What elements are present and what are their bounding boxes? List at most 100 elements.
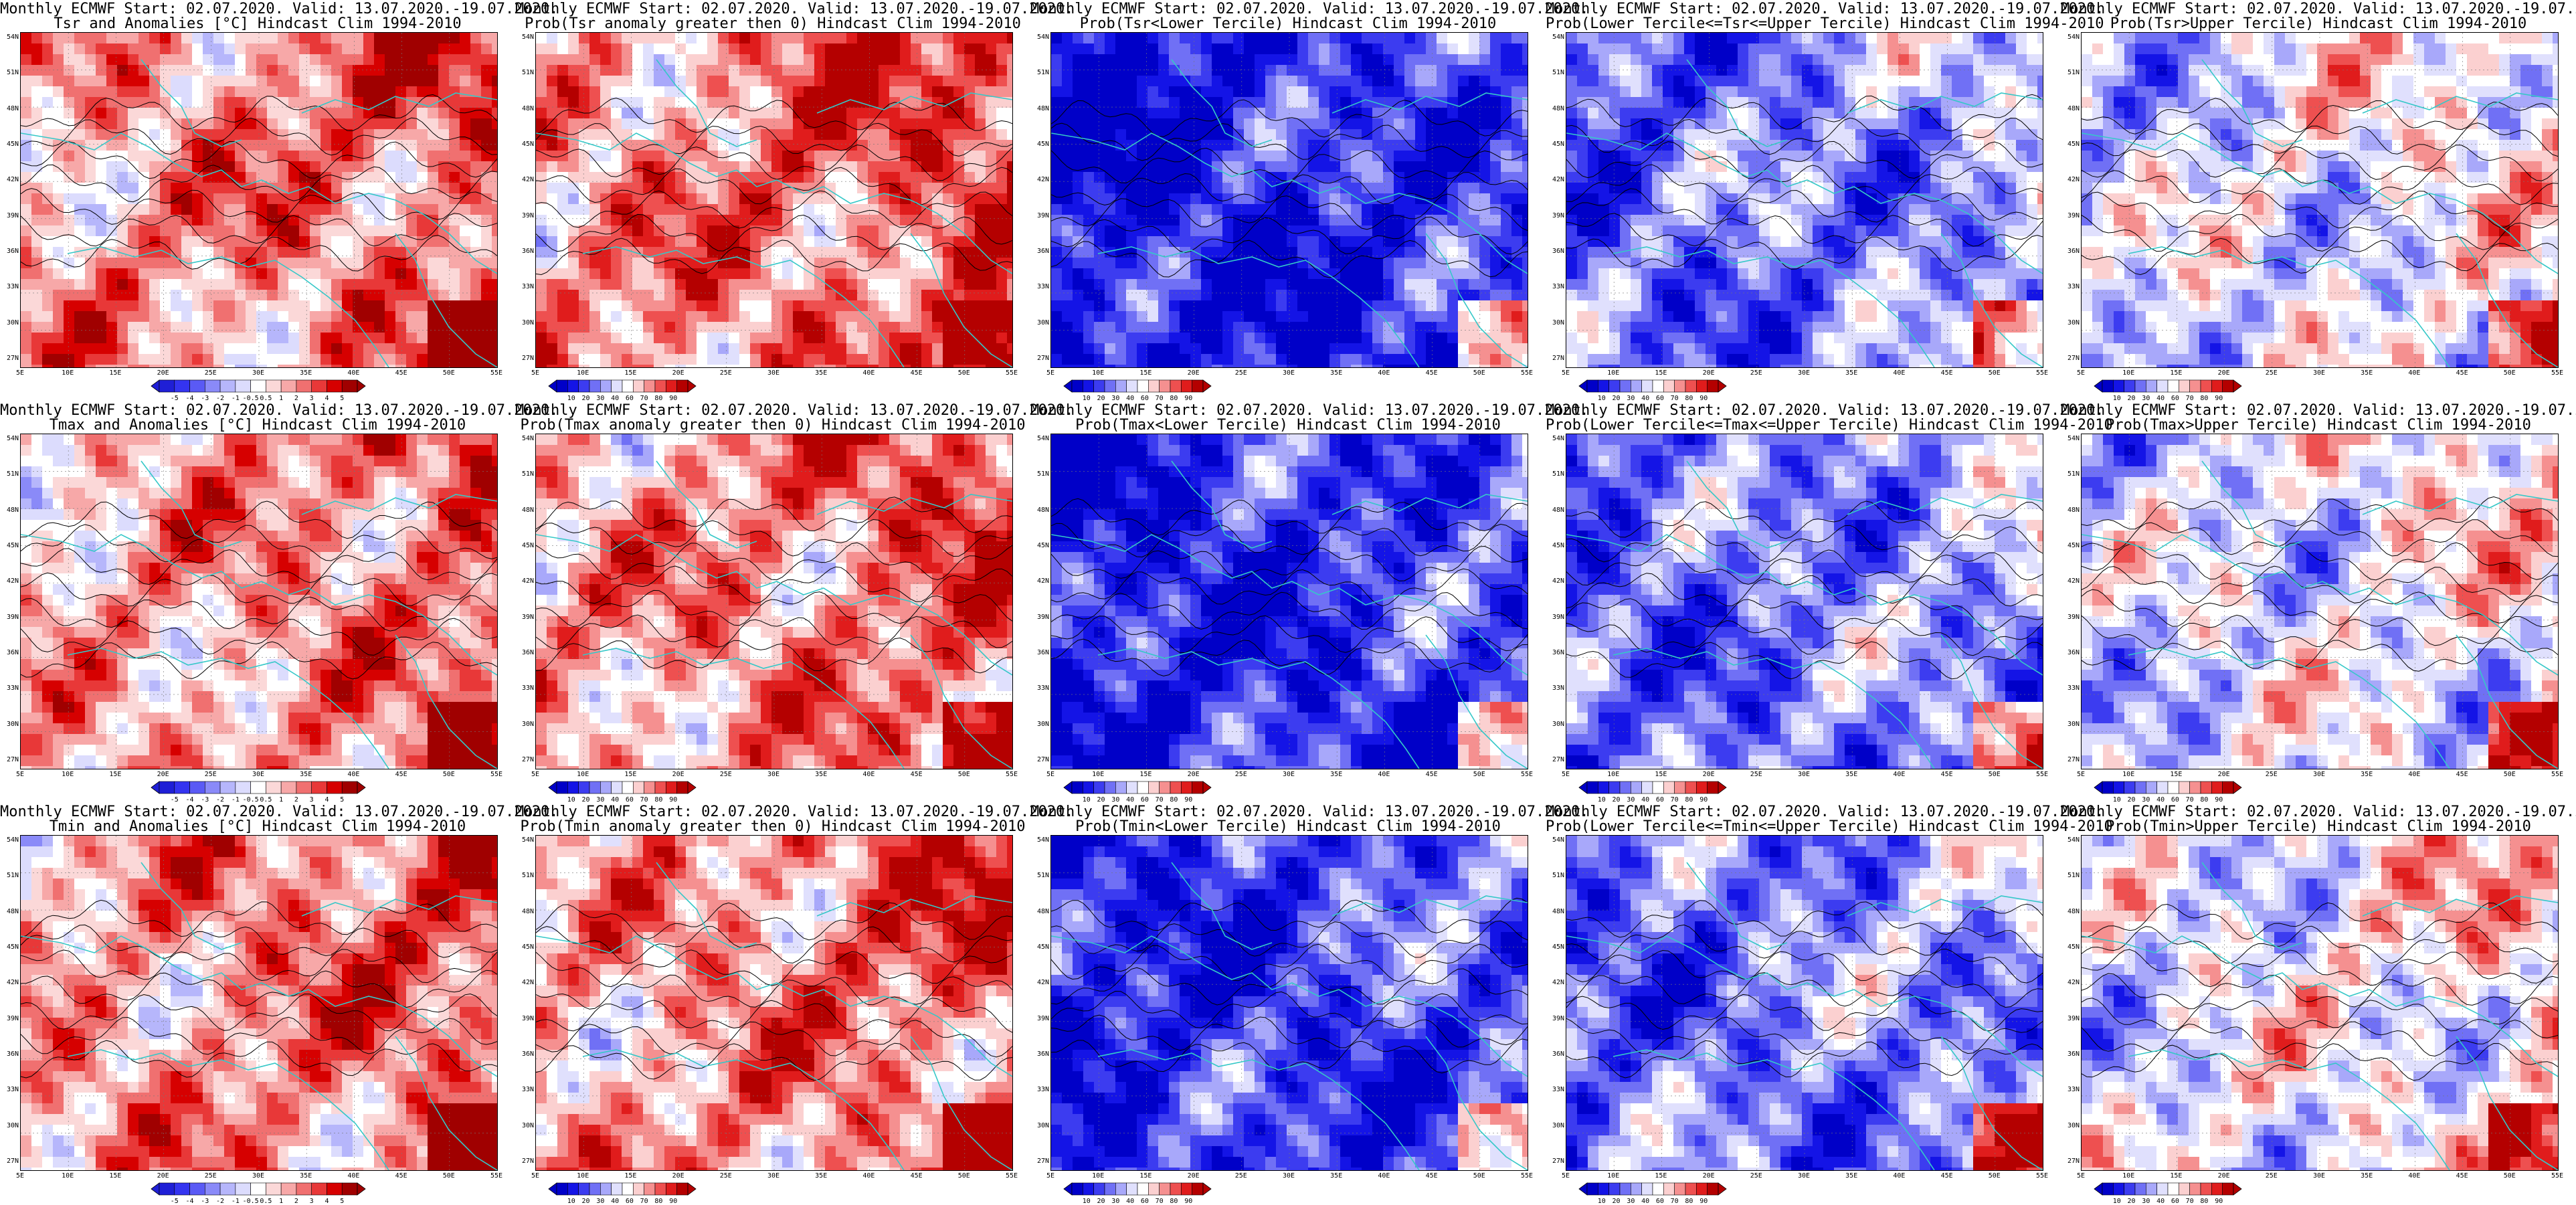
- field-cell: [686, 183, 697, 193]
- field-cell: [106, 311, 117, 322]
- field-cell: [932, 300, 943, 311]
- field-cell: [1522, 290, 1528, 300]
- field-cell: [846, 161, 857, 172]
- field-cell: [1115, 300, 1126, 311]
- field-cell: [1877, 76, 1888, 86]
- field-cell: [2037, 108, 2043, 118]
- field-cell: [106, 172, 117, 183]
- field-cell: [1222, 300, 1233, 311]
- field-cell: [246, 54, 256, 65]
- field-cell: [1511, 279, 1522, 290]
- field-cell: [1426, 290, 1437, 300]
- field-cell: [1620, 33, 1631, 43]
- field-cell: [395, 343, 406, 354]
- field-cell: [1984, 43, 1995, 54]
- field-cell: [96, 161, 106, 172]
- field-cell: [438, 86, 449, 97]
- field-cell: [160, 322, 171, 333]
- field-cell: [1394, 247, 1404, 258]
- field-cell: [192, 76, 203, 86]
- field-cell: [395, 76, 406, 86]
- field-cell: [1212, 333, 1222, 343]
- field-cell: [395, 322, 406, 333]
- field-cell: [374, 311, 385, 322]
- field-cell: [1501, 333, 1511, 343]
- field-cell: [986, 118, 996, 129]
- field-cell: [761, 151, 771, 161]
- field-cell: [278, 108, 288, 118]
- field-cell: [547, 193, 557, 204]
- field-cell: [664, 311, 675, 322]
- field-cell: [1930, 76, 1941, 86]
- field-cell: [171, 108, 181, 118]
- field-cell: [278, 43, 288, 54]
- field-cell: [782, 151, 793, 161]
- field-cell: [96, 172, 106, 183]
- field-cell: [761, 161, 771, 172]
- field-cell: [911, 225, 921, 236]
- field-cell: [632, 140, 643, 151]
- field-cell: [879, 215, 889, 225]
- field-cell: [1791, 97, 1802, 108]
- field-cell: [310, 343, 320, 354]
- field-cell: [1329, 300, 1340, 311]
- field-cell: [1212, 43, 1222, 54]
- field-cell: [128, 33, 139, 43]
- field-cell: [1791, 86, 1802, 97]
- field-cell: [1490, 354, 1501, 365]
- field-cell: [1158, 108, 1169, 118]
- field-cell: [438, 108, 449, 118]
- field-cell: [600, 354, 611, 365]
- field-cell: [986, 54, 996, 65]
- field-cell: [31, 290, 42, 300]
- field-cell: [964, 236, 975, 247]
- field-cell: [106, 268, 117, 279]
- field-cell: [1372, 290, 1383, 300]
- field-cell: [1255, 33, 1265, 43]
- field-cell: [374, 183, 385, 193]
- field-cell: [438, 204, 449, 215]
- field-cell: [1469, 300, 1479, 311]
- field-cell: [256, 215, 267, 225]
- field-cell: [1051, 183, 1062, 193]
- field-cell: [460, 354, 470, 365]
- field-cell: [278, 76, 288, 86]
- colorbar-swatch: [666, 380, 676, 392]
- field-cell: [1973, 118, 1984, 129]
- field-cell: [1941, 54, 1952, 65]
- field-cell: [149, 290, 160, 300]
- field-cell: [1469, 258, 1479, 268]
- field-cell: [664, 354, 675, 365]
- field-cell: [632, 300, 643, 311]
- field-cell: [1233, 97, 1244, 108]
- field-cell: [675, 311, 686, 322]
- field-cell: [1458, 322, 1469, 333]
- field-cell: [1222, 322, 1233, 333]
- field-cell: [664, 268, 675, 279]
- field-cell: [793, 311, 804, 322]
- field-cell: [171, 268, 181, 279]
- field-cell: [395, 268, 406, 279]
- field-cell: [460, 140, 470, 151]
- field-cell: [213, 311, 224, 322]
- longitude-label: 5E: [1556, 369, 1576, 377]
- field-cell: [1426, 161, 1437, 172]
- field-cell: [21, 76, 31, 86]
- field-cell: [996, 33, 1007, 43]
- field-cell: [1287, 86, 1297, 97]
- field-cell: [288, 300, 299, 311]
- field-cell: [342, 343, 353, 354]
- field-cell: [1479, 300, 1490, 311]
- field-cell: [1995, 43, 2005, 54]
- field-cell: [707, 183, 718, 193]
- field-cell: [171, 86, 181, 97]
- field-cell: [911, 247, 921, 258]
- latitude-label: 45N: [515, 141, 534, 149]
- field-cell: [481, 172, 492, 183]
- field-cell: [139, 258, 149, 268]
- field-cell: [320, 343, 331, 354]
- longitude-label: 50E: [1469, 369, 1489, 377]
- field-cell: [1105, 65, 1115, 76]
- field-cell: [664, 43, 675, 54]
- field-cell: [729, 204, 739, 215]
